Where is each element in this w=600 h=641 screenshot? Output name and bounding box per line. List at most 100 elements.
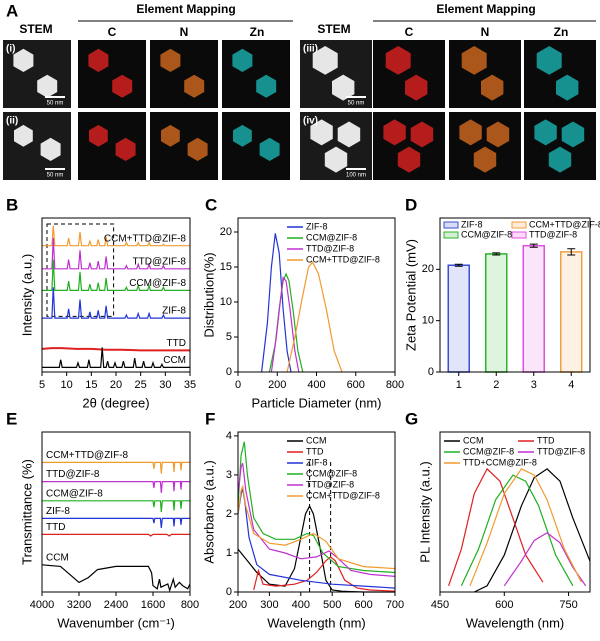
error-bar [567, 248, 576, 256]
x-tick-label: 200 [229, 599, 247, 611]
y-tick-label: 5 [226, 331, 232, 343]
particle [256, 74, 277, 98]
series-label: TTD@ZIF-8 [133, 256, 187, 267]
y-axis-label: Intensity (a.u.) [19, 254, 34, 336]
series-line [460, 474, 574, 587]
micrograph [150, 40, 218, 108]
bar [560, 251, 583, 373]
y-axis-label: Distribution(%) [201, 252, 216, 337]
x-tick-label: 3200 [67, 599, 91, 611]
series-line [237, 488, 396, 589]
particle [310, 119, 333, 146]
particle [160, 48, 181, 72]
micrograph [150, 112, 218, 180]
particle [161, 124, 180, 147]
x-axis-label: 2θ (degree) [82, 395, 149, 410]
x-tick-label: 0 [235, 379, 241, 391]
series-line [42, 259, 190, 291]
x-tick-label: 2400 [104, 599, 128, 611]
series-label: CCM [46, 552, 69, 563]
particle [534, 119, 557, 146]
x-tick-label: 400 [292, 599, 310, 611]
y-tick-label: 3 [226, 469, 232, 481]
micrograph [449, 40, 521, 108]
legend-swatch [443, 221, 459, 229]
micrograph [373, 40, 445, 108]
series-line [469, 468, 582, 587]
scale-bar-label: 100 nm [346, 173, 366, 179]
panel-label: E [6, 409, 17, 428]
x-tick-label: 10 [61, 379, 73, 391]
particle [459, 119, 482, 146]
particle [332, 74, 355, 101]
x-tick-label: 4000 [30, 599, 54, 611]
particle [397, 146, 421, 173]
scale-bar-label: 50 nm [47, 173, 64, 179]
x-tick-label: 450 [431, 599, 449, 611]
x-tick-label: 20 [110, 379, 122, 391]
particle [481, 74, 504, 101]
y-axis-label: Zeta Potential (mV) [403, 239, 418, 351]
legend-label: TTD@ZIF-8 [306, 243, 354, 253]
plot-frame [439, 431, 591, 593]
y-tick-label: 15 [220, 261, 232, 273]
column-header: Element Mapping [436, 2, 535, 16]
plot-frame [41, 217, 191, 373]
particle [112, 74, 133, 98]
x-axis-label: Wavelength (nm) [466, 615, 565, 630]
column-header: Element Mapping [136, 2, 235, 16]
plot-frame [237, 431, 396, 593]
plot-frame [237, 217, 396, 373]
y-tick-label: 20 [422, 263, 434, 275]
x-tick-label: 300 [260, 599, 278, 611]
bar [522, 244, 545, 373]
series-label: CCM+TTD@ZIF-8 [104, 233, 187, 244]
series-line [42, 481, 190, 493]
row-label: (iii) [303, 44, 318, 55]
column-header: Zn [250, 25, 265, 39]
series-label: ZIF-8 [162, 306, 186, 317]
column-header: N [481, 25, 490, 39]
y-tick-label: 0 [428, 366, 434, 378]
legend-label: TTD@ZIF-8 [529, 229, 577, 239]
legend-label: TTD@ZIF-8 [537, 446, 585, 456]
legend-swatch [511, 221, 527, 229]
x-tick-label: 700 [386, 599, 404, 611]
plot-frame [41, 431, 191, 593]
series-label: CCM+TTD@ZIF-8 [46, 450, 129, 461]
x-tick-label: 750 [559, 599, 577, 611]
highlight-box [46, 223, 115, 317]
particle [184, 74, 205, 98]
x-axis-label: Particle Diameter (nm) [251, 395, 381, 410]
x-tick-label: 35 [184, 379, 196, 391]
legend-label: ZIF-8 [306, 221, 328, 231]
legend-label: CCM+TTD@ZIF-8 [306, 254, 380, 264]
series-line [253, 556, 396, 592]
series-line [474, 468, 591, 593]
x-tick-label: 200 [268, 379, 286, 391]
x-tick-label: 800 [181, 599, 199, 611]
legend-label: TTD+CCM@ZIF-8 [463, 457, 537, 467]
particle [536, 46, 562, 75]
bar [447, 264, 470, 373]
x-tick-label: 400 [307, 379, 325, 391]
plot-frame [439, 217, 591, 373]
series-line [41, 347, 190, 352]
particle [233, 124, 252, 147]
legend-label: CCM [306, 435, 327, 445]
column-header: N [180, 25, 189, 39]
column-header: STEM [19, 22, 52, 36]
series-line [42, 517, 190, 529]
legend-label: CCM@ZIF-8 [461, 229, 512, 239]
series-line [270, 276, 300, 373]
micrograph [222, 112, 290, 180]
particle [548, 146, 572, 173]
y-axis-label: Absorbance (a.u.) [201, 460, 216, 563]
legend-label: TTD [306, 446, 324, 456]
panel-label: A [6, 1, 18, 20]
particle [383, 119, 406, 146]
series-label: CCM@ZIF-8 [46, 488, 103, 499]
scale-bar-label: 50 nm [348, 101, 365, 107]
panel-label: C [205, 195, 217, 214]
